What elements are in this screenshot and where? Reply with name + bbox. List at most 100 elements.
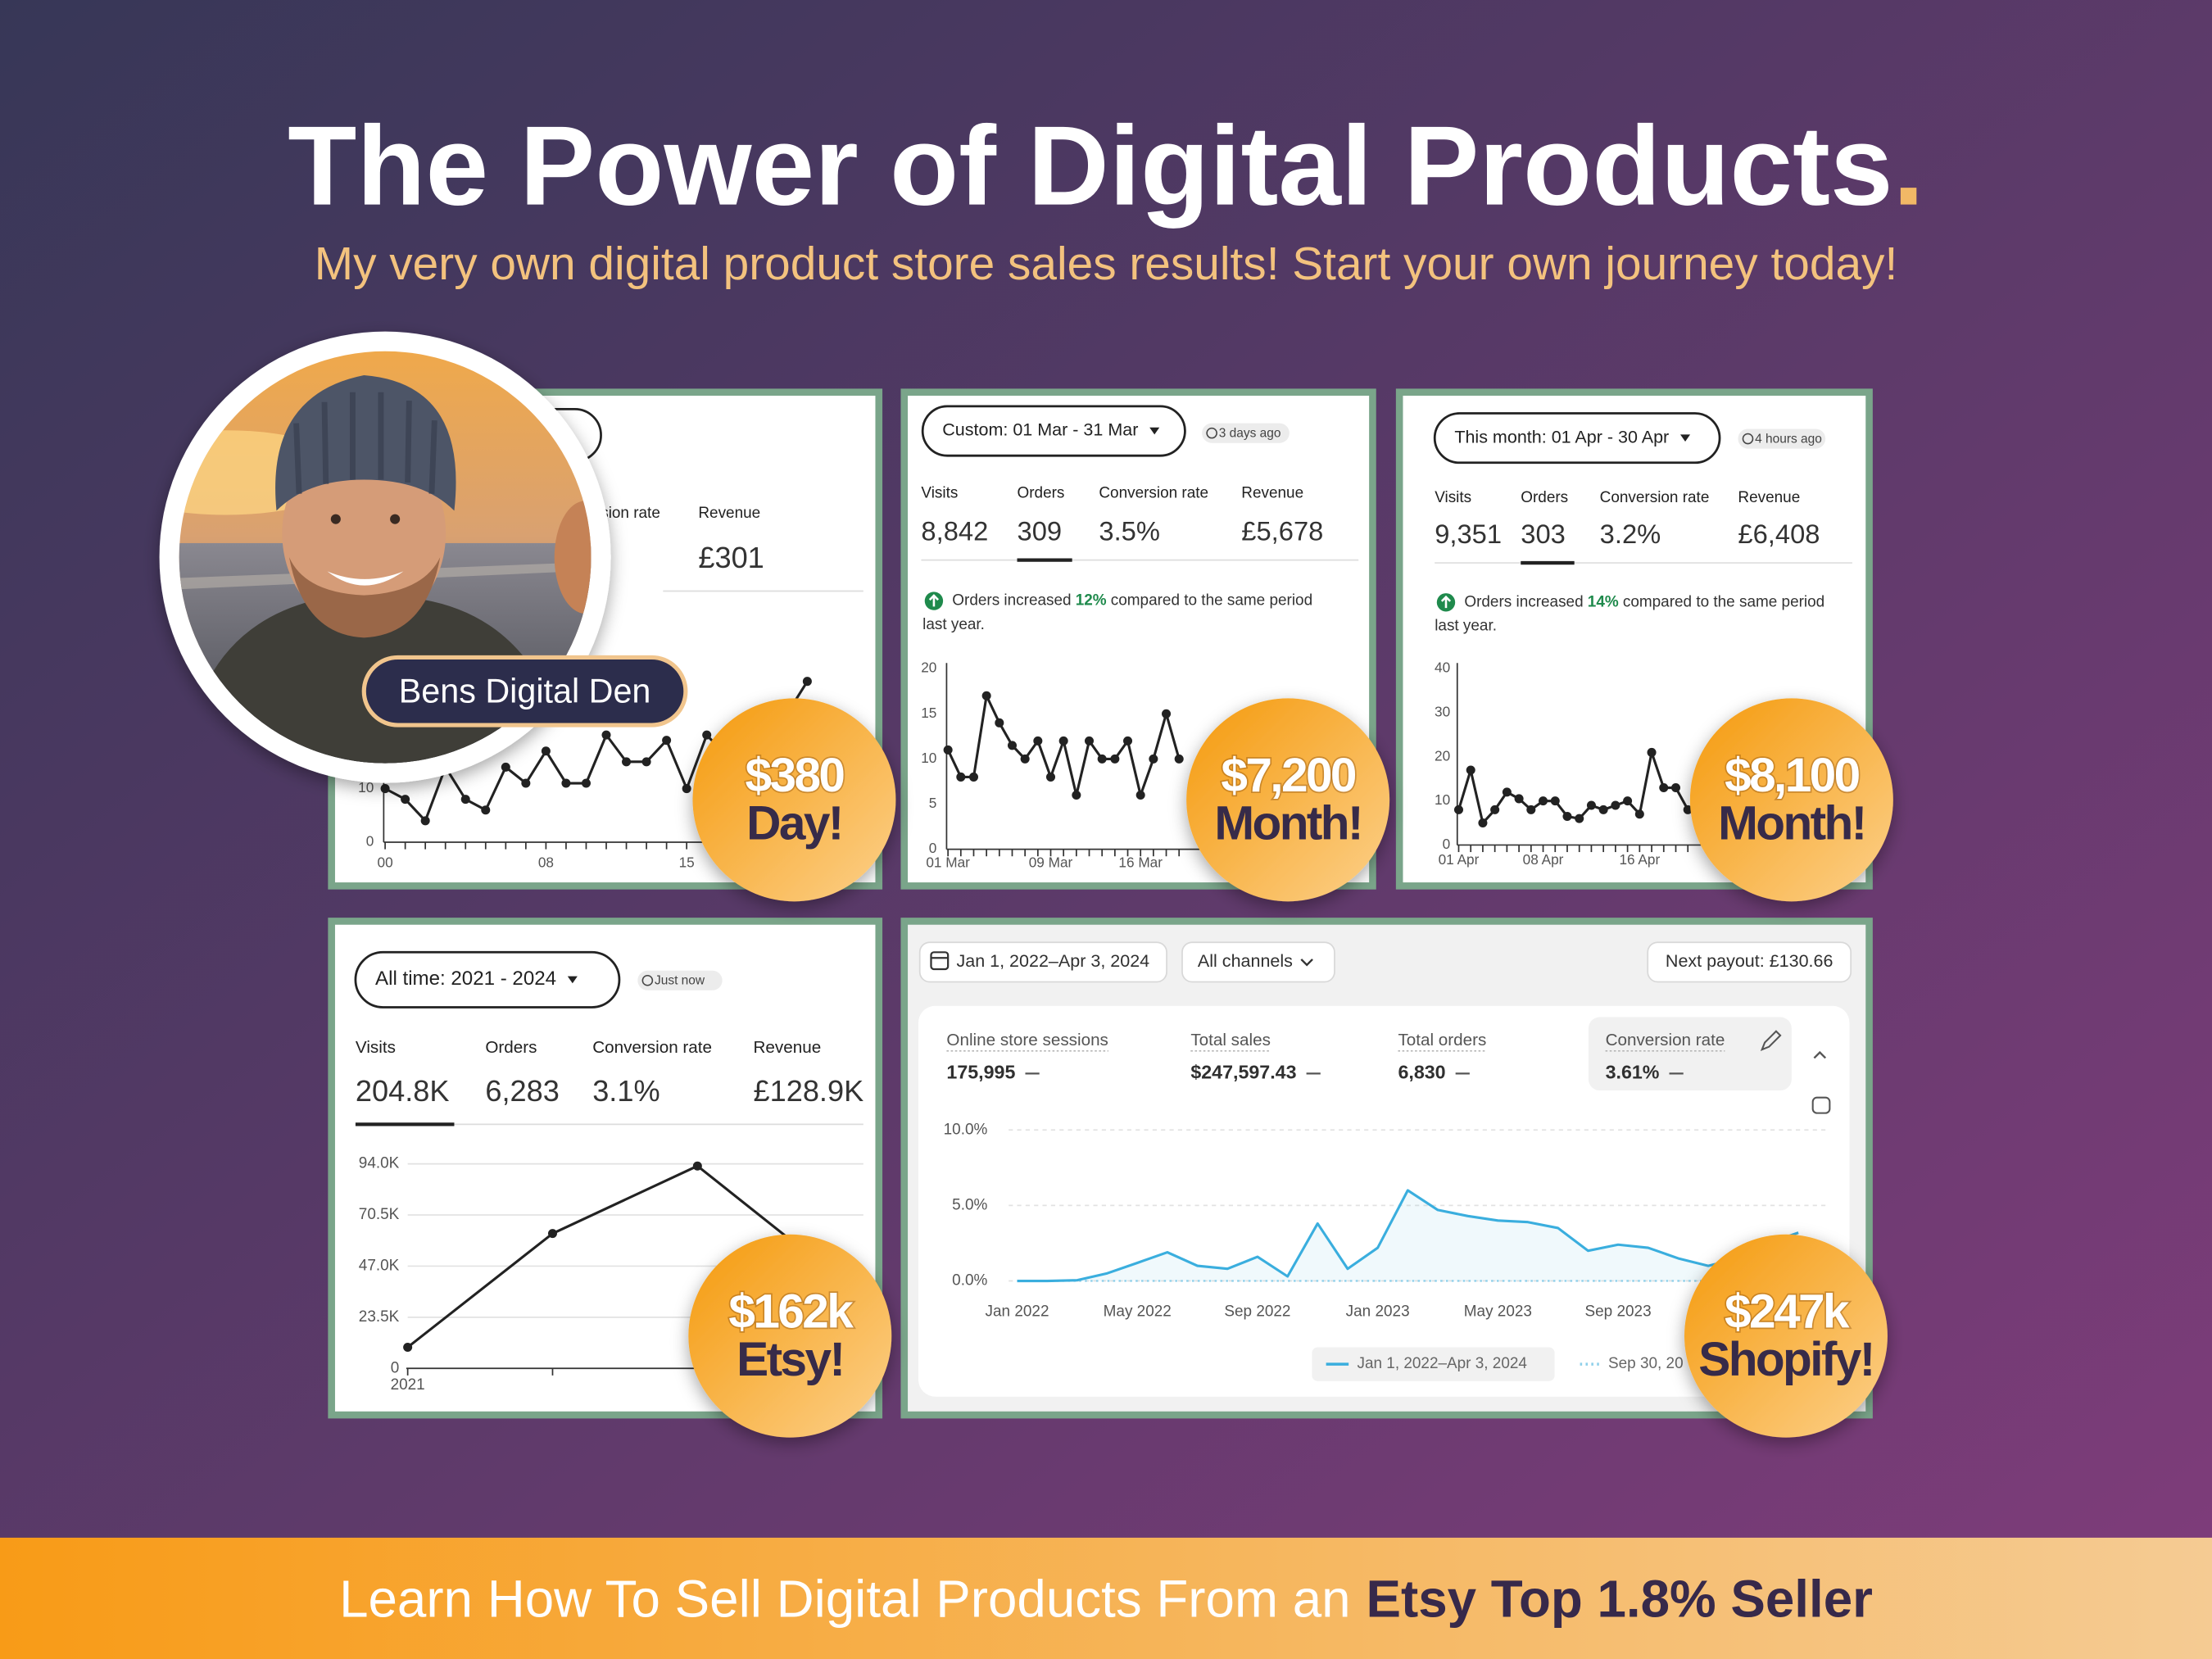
filter-pill <box>1647 941 1852 983</box>
line <box>406 1164 844 1349</box>
point <box>1123 736 1133 746</box>
point <box>561 778 571 788</box>
point <box>541 746 551 756</box>
y-tick-label: 15 <box>921 705 936 721</box>
badge-circle <box>1186 698 1390 902</box>
stat-value: £5,678 <box>1241 516 1323 546</box>
subtitle: My very own digital product store sales … <box>315 238 1898 290</box>
point <box>943 745 953 755</box>
x-tick-label: Jan 2023 <box>1346 1303 1410 1320</box>
point <box>995 718 1004 728</box>
point <box>1007 741 1018 750</box>
badge-caption: Day! <box>746 797 842 850</box>
point <box>1575 814 1584 823</box>
badge-circle <box>692 698 896 902</box>
date-range: Jan 1, 2022–Apr 3, 2024 <box>956 951 1149 971</box>
point <box>1670 782 1681 792</box>
stat-label: Revenue <box>1241 485 1303 502</box>
stat-label: Visits <box>356 1038 396 1057</box>
chat-icon <box>1811 1096 1831 1114</box>
legend-label: Jan 1, 2022–Apr 3, 2024 <box>1358 1355 1527 1372</box>
filter-pill <box>1181 941 1335 983</box>
stat-label: Conversion rate <box>592 1038 712 1057</box>
x-tick-label: 08 <box>538 854 554 870</box>
badge-amount: $247k <box>1725 1285 1850 1338</box>
badge-circle <box>1689 698 1893 902</box>
x-tick-label: Sep 2022 <box>1224 1303 1290 1320</box>
metric-label: Conversion rate <box>1606 1031 1725 1049</box>
filter-pill <box>918 941 1167 983</box>
y-tick-label: 30 <box>1435 704 1450 720</box>
point <box>501 762 510 772</box>
x-tick-label: 16 Mar <box>1118 854 1163 870</box>
metric-value: 6,830 <box>1398 1062 1445 1083</box>
x-tick-label: 01 Apr <box>1439 851 1480 868</box>
stat-label: Visits <box>921 485 958 502</box>
up-arrow <box>1440 595 1452 609</box>
metric-label: Total sales <box>1190 1031 1271 1049</box>
y-tick-label: 40 <box>1435 660 1450 676</box>
note-text: last year. <box>922 616 985 633</box>
badge-circle <box>1684 1234 1888 1438</box>
date-range: Custom: 01 Mar - 31 Mar <box>942 420 1138 440</box>
point <box>1466 765 1475 775</box>
stat-label: Orders <box>485 1038 537 1057</box>
chevron <box>1300 959 1313 967</box>
note-highlight: 12% <box>1076 592 1107 610</box>
updated-pill <box>637 970 723 990</box>
y-tick-label: 94.0K <box>359 1155 400 1172</box>
y-tick-label: 0 <box>391 1359 400 1376</box>
point <box>601 730 611 740</box>
stat-value: 8,842 <box>921 516 988 546</box>
badge-circle <box>688 1234 892 1438</box>
point <box>481 805 491 815</box>
card: Custom: 01 Mar - 31 Mar 3 days ago Visits 8… <box>900 388 1376 890</box>
stat-value: 9,351 <box>1435 519 1502 549</box>
point <box>1162 709 1172 718</box>
point <box>1598 805 1608 814</box>
clock-icon <box>1742 433 1754 445</box>
y-tick-label: 5.0% <box>952 1196 987 1213</box>
pencil-icon <box>1760 1030 1782 1051</box>
footer: Learn How To Sell Digital Products From … <box>339 1569 1873 1628</box>
y-tick-label: 20 <box>921 660 936 676</box>
y-tick-label: 10 <box>921 750 936 766</box>
stat-value: 3.1% <box>592 1074 660 1108</box>
y-tick-label: 70.5K <box>359 1206 400 1223</box>
legend-bg <box>1312 1347 1555 1381</box>
clock-icon <box>1206 427 1217 439</box>
note-highlight: 14% <box>1588 593 1619 610</box>
badge-caption: Etsy! <box>737 1333 843 1386</box>
y-tick-label: 47.0K <box>359 1257 400 1274</box>
stat-value: 303 <box>1521 519 1566 549</box>
clock-icon <box>641 974 654 986</box>
point <box>1097 754 1107 764</box>
metric-label: Online store sessions <box>946 1031 1108 1049</box>
x-tick-label: 00 <box>378 854 393 870</box>
note-text: Orders increased <box>1464 593 1583 610</box>
y-tick-label: 0 <box>366 833 374 850</box>
payout: Next payout: £130.66 <box>1666 951 1834 971</box>
point <box>1084 736 1095 746</box>
point <box>1586 800 1596 810</box>
point <box>401 795 410 805</box>
x-tick-label: 16 Apr <box>1619 851 1660 868</box>
updated: Just now <box>655 974 705 988</box>
point <box>622 757 632 767</box>
x-tick-label: 08 Apr <box>1523 851 1564 868</box>
date-pill <box>1433 412 1721 465</box>
point <box>1033 736 1043 746</box>
updated-pill <box>1738 428 1826 449</box>
note-text: Orders increased <box>952 592 1071 610</box>
name-pill <box>361 655 688 728</box>
point <box>521 778 531 788</box>
x-tick-label: 09 Mar <box>1029 854 1073 870</box>
badges: $380Day!$7,200Month!$8,100Month!$162kEts… <box>688 698 1893 1438</box>
point <box>1135 790 1145 800</box>
dropdown-arrow <box>1149 427 1160 435</box>
point <box>702 730 712 740</box>
